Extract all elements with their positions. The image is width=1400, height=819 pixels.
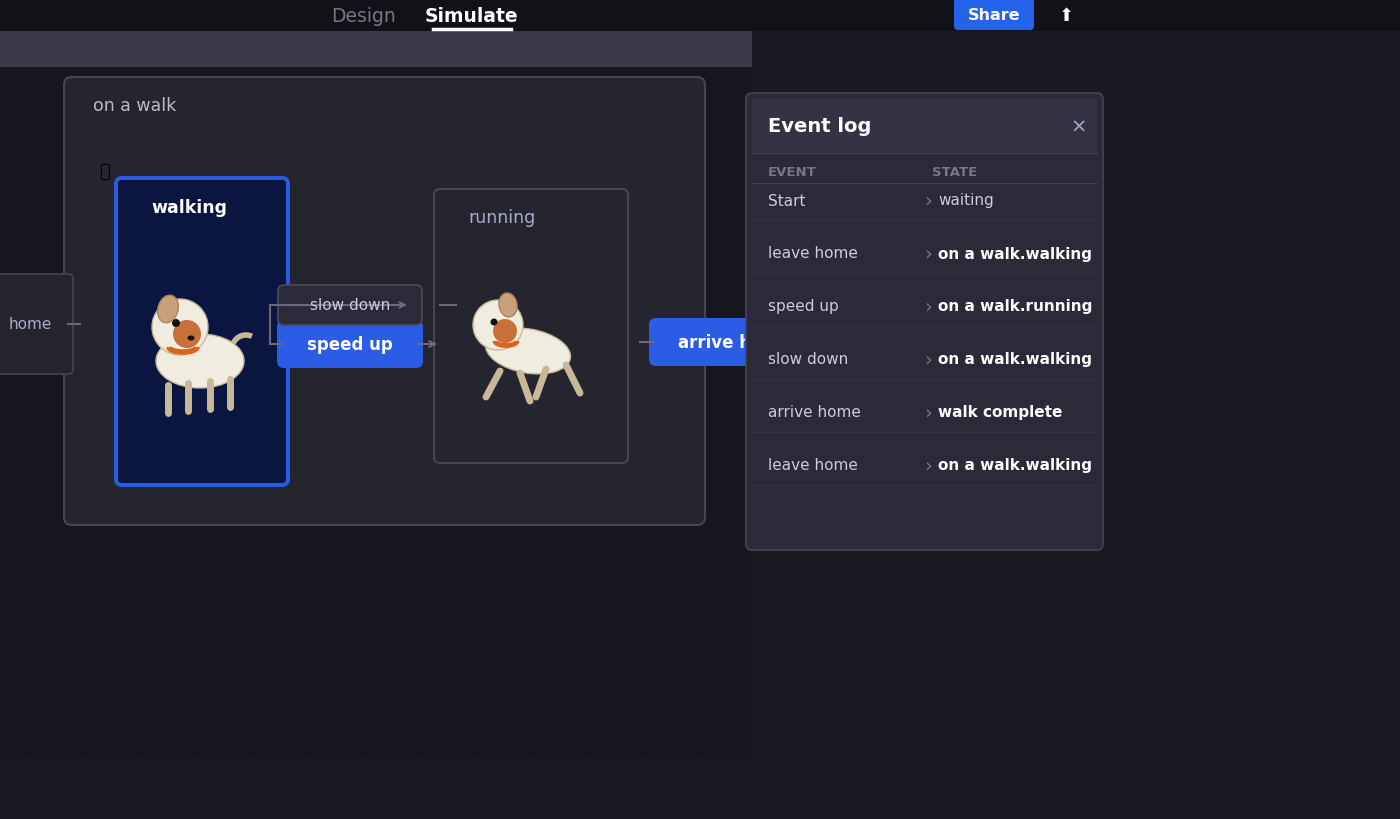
FancyBboxPatch shape bbox=[277, 320, 423, 369]
Text: on a walk.walking: on a walk.walking bbox=[938, 458, 1092, 473]
Text: leave home: leave home bbox=[769, 247, 858, 261]
FancyBboxPatch shape bbox=[0, 60, 752, 759]
Ellipse shape bbox=[486, 328, 571, 374]
Text: ›: › bbox=[924, 456, 932, 475]
Circle shape bbox=[153, 300, 209, 355]
FancyBboxPatch shape bbox=[953, 0, 1035, 31]
Text: ⬆: ⬆ bbox=[1058, 7, 1074, 25]
Circle shape bbox=[889, 331, 917, 359]
Ellipse shape bbox=[897, 301, 920, 331]
Text: waiting: waiting bbox=[938, 193, 994, 208]
Text: ›: › bbox=[924, 297, 932, 316]
Text: speed up: speed up bbox=[769, 299, 839, 314]
FancyBboxPatch shape bbox=[116, 179, 288, 486]
Text: speed up: speed up bbox=[307, 336, 393, 354]
FancyBboxPatch shape bbox=[0, 32, 752, 68]
Text: leave home: leave home bbox=[769, 458, 858, 473]
Text: ›: › bbox=[924, 403, 932, 422]
Circle shape bbox=[493, 319, 517, 344]
Text: slow down: slow down bbox=[309, 298, 391, 313]
FancyBboxPatch shape bbox=[0, 274, 73, 374]
Text: walking: walking bbox=[151, 199, 227, 217]
Circle shape bbox=[490, 319, 497, 326]
FancyBboxPatch shape bbox=[746, 94, 1103, 550]
Ellipse shape bbox=[155, 335, 244, 388]
Text: Event log: Event log bbox=[769, 117, 871, 136]
Text: ›: › bbox=[924, 350, 932, 369]
Text: Design: Design bbox=[330, 7, 395, 25]
Ellipse shape bbox=[498, 294, 517, 318]
FancyBboxPatch shape bbox=[830, 188, 1037, 454]
Text: home: home bbox=[8, 317, 52, 332]
FancyBboxPatch shape bbox=[650, 319, 820, 367]
Text: on a walk.walking: on a walk.walking bbox=[938, 352, 1092, 367]
Text: walk complete: walk complete bbox=[938, 405, 1063, 420]
Text: ›: › bbox=[924, 244, 932, 263]
FancyBboxPatch shape bbox=[752, 100, 1098, 154]
Text: running: running bbox=[468, 209, 535, 227]
FancyBboxPatch shape bbox=[64, 78, 706, 525]
Text: arrive home: arrive home bbox=[769, 405, 861, 420]
Text: slow down: slow down bbox=[769, 352, 848, 367]
Ellipse shape bbox=[869, 342, 995, 392]
FancyBboxPatch shape bbox=[434, 190, 629, 464]
Circle shape bbox=[473, 301, 524, 351]
Circle shape bbox=[172, 319, 181, 328]
Ellipse shape bbox=[158, 296, 178, 324]
Text: Share: Share bbox=[967, 7, 1021, 22]
Text: on a walk: on a walk bbox=[92, 97, 176, 115]
Circle shape bbox=[174, 320, 202, 349]
Text: Start: Start bbox=[769, 193, 805, 208]
Text: Z: Z bbox=[944, 286, 956, 304]
Circle shape bbox=[865, 310, 925, 369]
Text: 📞: 📞 bbox=[98, 163, 109, 181]
Text: ×: × bbox=[1071, 117, 1088, 136]
Text: ›: › bbox=[924, 192, 932, 210]
Ellipse shape bbox=[188, 336, 195, 341]
Text: on a walk.walking: on a walk.walking bbox=[938, 247, 1092, 261]
Text: STATE: STATE bbox=[932, 165, 977, 179]
Text: on a walk.running: on a walk.running bbox=[938, 299, 1092, 314]
FancyBboxPatch shape bbox=[279, 286, 421, 326]
FancyBboxPatch shape bbox=[0, 0, 1400, 32]
Text: Z: Z bbox=[958, 277, 967, 291]
Text: arrive home: arrive home bbox=[679, 333, 791, 351]
Text: Simulate: Simulate bbox=[424, 7, 518, 25]
Text: EVENT: EVENT bbox=[769, 165, 816, 179]
